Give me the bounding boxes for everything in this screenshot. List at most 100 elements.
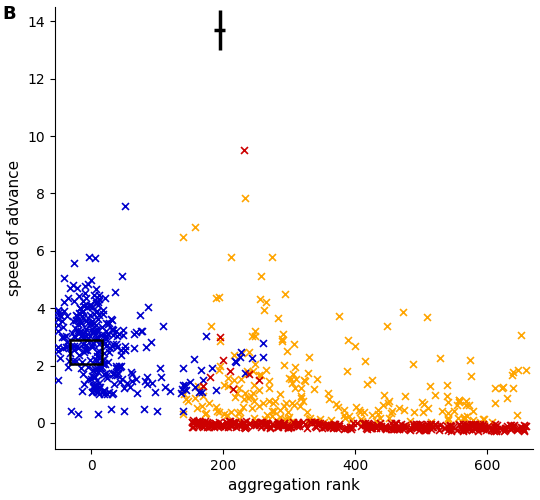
Point [275,420,284,428]
Point [282,398,291,406]
Point [73,344,82,352]
Point [255,402,264,410]
Point [78,330,87,338]
Point [262,418,271,426]
Point [243,422,252,430]
Point [113,370,122,378]
Point [95,378,104,386]
Point [521,422,530,430]
Point [92,322,100,330]
Point [238,420,246,428]
Point [224,424,232,432]
Point [93,301,102,309]
Point [133,388,141,396]
Point [103,374,112,382]
Point [54,347,63,355]
Point [98,356,106,364]
Point [82,294,91,302]
Point [498,384,507,392]
Point [93,388,102,396]
Point [206,422,215,430]
Point [88,328,97,336]
Point [91,254,99,262]
Point [92,328,101,336]
Point [381,422,389,430]
Point [294,422,303,430]
Point [255,420,264,428]
Point [462,402,471,409]
Point [364,420,373,428]
Point [99,386,108,394]
Point [462,412,471,420]
Point [314,419,322,427]
Point [281,290,289,298]
Point [386,409,395,417]
Point [452,401,461,409]
Point [280,402,289,410]
Point [198,422,206,430]
Point [80,290,89,298]
Point [464,424,473,432]
Point [179,381,187,389]
Point [459,420,468,428]
Point [409,422,418,430]
Point [212,406,221,414]
Point [409,420,417,428]
Point [273,314,282,322]
Point [347,416,355,424]
Point [278,337,286,345]
Point [198,376,207,384]
Point [487,426,495,434]
Point [220,423,228,431]
Point [426,382,434,390]
Point [211,403,220,411]
Point [444,416,453,424]
Point [93,348,102,356]
Point [220,381,228,389]
Point [412,422,421,430]
Point [213,422,221,430]
Point [78,358,86,366]
Point [230,420,238,428]
Point [225,368,234,376]
Point [86,356,94,364]
Point [364,422,373,430]
Point [240,395,248,403]
Point [240,418,248,426]
Point [142,373,151,381]
Point [224,382,232,390]
Point [482,424,491,432]
Point [319,418,328,426]
Point [153,408,161,416]
Point [255,386,264,394]
Point [88,366,97,374]
Point [227,422,236,430]
Point [390,420,399,428]
Point [361,421,369,429]
Point [59,274,68,282]
Point [72,316,80,324]
Point [347,424,356,432]
Point [102,332,110,340]
Point [58,334,67,342]
Point [443,381,451,389]
Point [252,420,260,428]
Point [126,384,134,392]
Point [323,388,332,396]
Point [179,364,187,372]
Point [355,406,363,414]
Point [375,424,384,432]
Point [421,424,430,432]
Point [69,358,77,366]
Point [77,320,85,328]
Point [332,422,340,430]
Point [151,388,159,396]
Point [423,404,432,412]
Point [292,420,301,428]
Point [275,421,284,429]
Point [106,404,115,412]
Point [92,385,101,393]
Point [188,418,197,426]
Point [310,418,319,426]
Point [507,420,516,428]
